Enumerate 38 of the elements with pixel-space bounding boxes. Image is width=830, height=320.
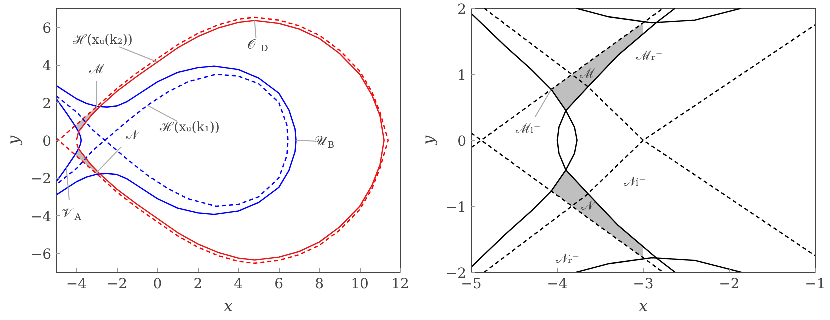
y-axis-title: y (418, 135, 438, 146)
annotation: 𝒩 (126, 128, 142, 144)
y-tick-label: 2 (42, 96, 52, 112)
x-tick-label: −1 (805, 276, 826, 292)
x-tick-label: 0 (153, 276, 162, 292)
y-tick-label: −6 (30, 247, 52, 264)
y-tick-label: 4 (42, 58, 52, 75)
x-axis-title: x (224, 296, 234, 316)
annotation: ℳₗ⁻ (514, 122, 541, 137)
annotation: ℋ(xᵤ(k₂)) (72, 33, 133, 48)
y-tick-label: −4 (30, 209, 52, 226)
x-tick-label: −4 (66, 276, 88, 292)
y-tick-label: 0 (458, 134, 467, 150)
annotation: ℳᵣ⁻ (635, 49, 663, 64)
x-tick-label: −2 (719, 276, 740, 292)
x-tick-label: −3 (633, 276, 654, 292)
x-tick-label: 2 (194, 276, 203, 292)
annotation: ℋ(xᵤ(k₁)) (159, 120, 220, 136)
annotation: ℳ (88, 62, 104, 78)
annotation: 𝒩ₗ⁻ (624, 175, 646, 190)
x-tick-label: 12 (392, 276, 410, 292)
y-tick-label: 1 (458, 68, 467, 84)
annotation: 𝒩ᵣ⁻ (556, 252, 580, 267)
x-axis-title: x (638, 296, 648, 316)
annotation: ℳ (579, 67, 596, 82)
x-tick-label: −4 (547, 276, 568, 292)
x-tick-label: 4 (234, 276, 244, 292)
y-tick-label: 0 (42, 134, 52, 150)
y-tick-label: 2 (458, 2, 467, 18)
x-tick-label: −2 (106, 276, 128, 292)
x-tick-label: 8 (315, 276, 324, 292)
y-tick-label: 6 (42, 20, 52, 37)
y-tick-label: −2 (30, 172, 52, 188)
y-axis-title: y (4, 135, 23, 146)
x-tick-label: 10 (351, 276, 369, 292)
y-tick-label: −1 (446, 200, 467, 216)
x-tick-label: 6 (274, 276, 284, 292)
annotation: 𝒩 (582, 199, 597, 214)
